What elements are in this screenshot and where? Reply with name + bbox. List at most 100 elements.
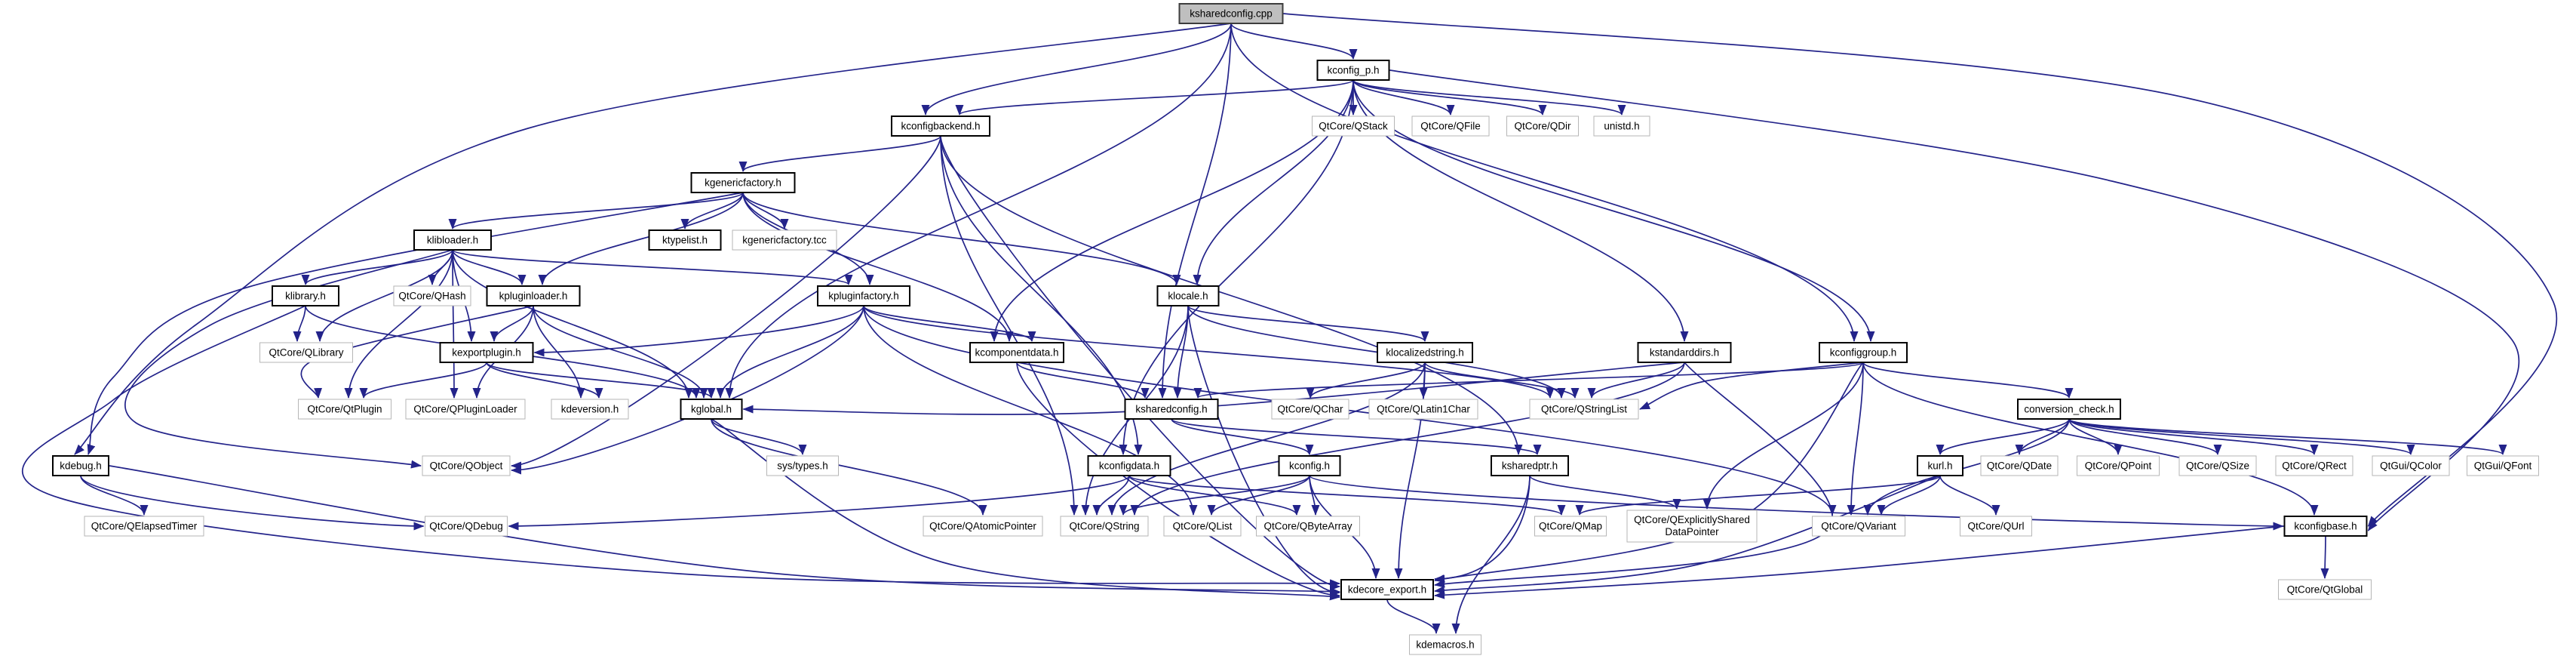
node-sys-types-h[interactable]: sys/types.h <box>766 455 840 476</box>
edge-klibloader-h-to-qtplugin <box>344 249 453 399</box>
node-qrect[interactable]: QtCore/QRect <box>2275 455 2353 476</box>
node-qobject[interactable]: QtCore/QObject <box>422 455 511 476</box>
node-label: kgenericfactory.tcc <box>742 235 827 246</box>
node-kdecore-export-h[interactable]: kdecore_export.h <box>1340 579 1434 600</box>
edge-conversion-check-h-to-qpoint <box>2068 418 2123 455</box>
node-qvariant[interactable]: QtCore/QVariant <box>1811 516 1906 537</box>
node-qfile[interactable]: QtCore/QFile <box>1411 115 1490 137</box>
node-box <box>1529 399 1639 420</box>
node-qtplugin[interactable]: QtCore/QtPlugin <box>297 399 392 420</box>
node-box <box>648 229 722 251</box>
node-qcolor[interactable]: QtGui/QColor <box>2372 455 2450 476</box>
node-ksharedconfig-cpp[interactable]: ksharedconfig.cpp <box>1178 2 1284 25</box>
node-qbytearray[interactable]: QtCore/QByteArray <box>1255 516 1361 537</box>
edge-ksharedconfig-h-to-ksharedptr-h <box>1171 418 1542 455</box>
edge-kexportplugin-h-to-kglobal-h <box>486 362 716 399</box>
node-kdeversion-h[interactable]: kdeversion.h <box>551 399 629 420</box>
node-label: QtCore/QElapsedTimer <box>91 521 198 532</box>
node-conversion-check-h[interactable]: conversion_check.h <box>2017 399 2121 420</box>
node-kpluginloader-h[interactable]: kpluginloader.h <box>486 285 581 306</box>
node-kdebug-h[interactable]: kdebug.h <box>52 455 109 476</box>
node-kstandarddirs-h[interactable]: kstandarddirs.h <box>1637 342 1732 363</box>
node-qlibrary[interactable]: QtCore/QLibrary <box>259 342 354 363</box>
node-ksharedconfig-h[interactable]: ksharedconfig.h <box>1124 399 1219 420</box>
node-kcomponentdata-h[interactable]: kcomponentdata.h <box>969 342 1064 363</box>
node-kconfiggroup-h[interactable]: kconfiggroup.h <box>1819 342 1908 363</box>
node-qchar[interactable]: QtCore/QChar <box>1271 399 1349 420</box>
node-kconfigbase-h[interactable]: kconfigbase.h <box>2283 516 2368 537</box>
node-kconfig-p-h[interactable]: kconfig_p.h <box>1316 60 1390 81</box>
node-qdate[interactable]: QtCore/QDate <box>1980 455 2059 476</box>
node-qfont[interactable]: QtGui/QFont <box>2466 455 2540 476</box>
node-qmap[interactable]: QtCore/QMap <box>1534 516 1607 537</box>
edge-kpluginfactory-h-to-kexportplugin-h <box>533 305 864 357</box>
node-qlatin1char[interactable]: QtCore/QLatin1Char <box>1368 399 1478 420</box>
edge-kconfigbackend-h-to-ksharedptr-h <box>940 135 1523 455</box>
node-label: QtCore/QRect <box>2282 460 2347 472</box>
node-box <box>680 399 743 420</box>
node-kdemacros-h[interactable]: kdemacros.h <box>1408 634 1482 655</box>
node-qstring[interactable]: QtCore/QString <box>1060 516 1149 537</box>
node-qatomicpointer[interactable]: QtCore/QAtomicPointer <box>923 516 1043 537</box>
node-kglobal-h[interactable]: kglobal.h <box>680 399 743 420</box>
node-klibrary-h[interactable]: klibrary.h <box>272 285 339 306</box>
edge-kconfiggroup-h-to-ksharedconfig-h <box>1194 362 1864 399</box>
node-qdir[interactable]: QtCore/QDir <box>1506 115 1580 137</box>
node-label: kpluginfactory.h <box>828 291 899 302</box>
node-qsize[interactable]: QtCore/QSize <box>2178 455 2257 476</box>
node-label: unistd.h <box>1604 121 1639 132</box>
node-label: DataPointer <box>1665 526 1719 537</box>
node-unistd-h[interactable]: unistd.h <box>1593 115 1650 137</box>
node-label: QtCore/QHash <box>398 291 465 302</box>
node-kconfigbackend-h[interactable]: kconfigbackend.h <box>891 115 990 137</box>
edge-kconfiggroup-h-to-qvariant <box>1847 362 1864 516</box>
node-kconfig-h[interactable]: kconfig.h <box>1278 455 1341 476</box>
node-label: kconfig_p.h <box>1327 65 1379 76</box>
node-kgenericfactory-h[interactable]: kgenericfactory.h <box>690 172 796 193</box>
node-qstringlist[interactable]: QtCore/QStringList <box>1529 399 1639 420</box>
node-box <box>1311 115 1395 137</box>
node-box <box>1626 510 1758 543</box>
node-qtglobal[interactable]: QtCore/QtGlobal <box>2277 579 2372 600</box>
edge-kconfiggroup-h-to-conversion-check-h <box>1862 362 2074 399</box>
node-kexportplugin-h[interactable]: kexportplugin.h <box>439 342 534 363</box>
node-label: kdeversion.h <box>561 404 619 415</box>
edge-ksharedconfig-cpp-to-kconfiggroup-h <box>1230 23 1859 342</box>
node-qlist[interactable]: QtCore/QList <box>1163 516 1242 537</box>
node-klocale-h[interactable]: klocale.h <box>1156 285 1220 306</box>
node-klocalizedstring-h[interactable]: klocalizedstring.h <box>1377 342 1473 363</box>
node-qstack[interactable]: QtCore/QStack <box>1311 115 1395 137</box>
node-label: QtCore/QFile <box>1420 121 1481 132</box>
node-qurl[interactable]: QtCore/QUrl <box>1959 516 2033 537</box>
node-box <box>84 516 204 537</box>
node-box <box>1593 115 1650 137</box>
node-qelapsedtimer[interactable]: QtCore/QElapsedTimer <box>84 516 204 537</box>
node-kconfigdata-h[interactable]: kconfigdata.h <box>1087 455 1171 476</box>
node-qpoint[interactable]: QtCore/QPoint <box>2076 455 2160 476</box>
edge-kconfiggroup-h-to-qstringlist <box>1639 362 1864 410</box>
node-kpluginfactory-h[interactable]: kpluginfactory.h <box>817 285 910 306</box>
node-klibloader-h[interactable]: klibloader.h <box>413 229 492 251</box>
node-qdebug[interactable]: QtCore/QDebug <box>424 516 508 537</box>
node-label: kurl.h <box>1927 460 1952 472</box>
node-label: QtCore/QStack <box>1319 121 1388 132</box>
node-qpluginloader[interactable]: QtCore/QPluginLoader <box>405 399 526 420</box>
node-label: kdemacros.h <box>1416 639 1474 651</box>
node-kgenericfactory-tcc[interactable]: kgenericfactory.tcc <box>732 229 837 251</box>
node-qhash[interactable]: QtCore/QHash <box>393 285 471 306</box>
edge-kglobal-h-to-sys-types-h <box>711 418 807 455</box>
node-box <box>817 285 910 306</box>
edge-klibloader-h-to-qobject <box>124 249 453 469</box>
node-label: kconfigdata.h <box>1099 460 1159 472</box>
node-kurl-h[interactable]: kurl.h <box>1917 455 1963 476</box>
edge-ksharedconfig-cpp-to-kconfigbackend-h <box>921 23 1232 115</box>
node-label: QtCore/QList <box>1173 521 1233 532</box>
node-ktypelist-h[interactable]: ktypelist.h <box>648 229 722 251</box>
node-box <box>766 455 840 476</box>
node-ksharedptr-h[interactable]: ksharedptr.h <box>1491 455 1569 476</box>
node-box <box>2372 455 2450 476</box>
node-label: QtCore/QChar <box>1277 404 1343 415</box>
node-label: QtCore/QAtomicPointer <box>929 521 1036 532</box>
